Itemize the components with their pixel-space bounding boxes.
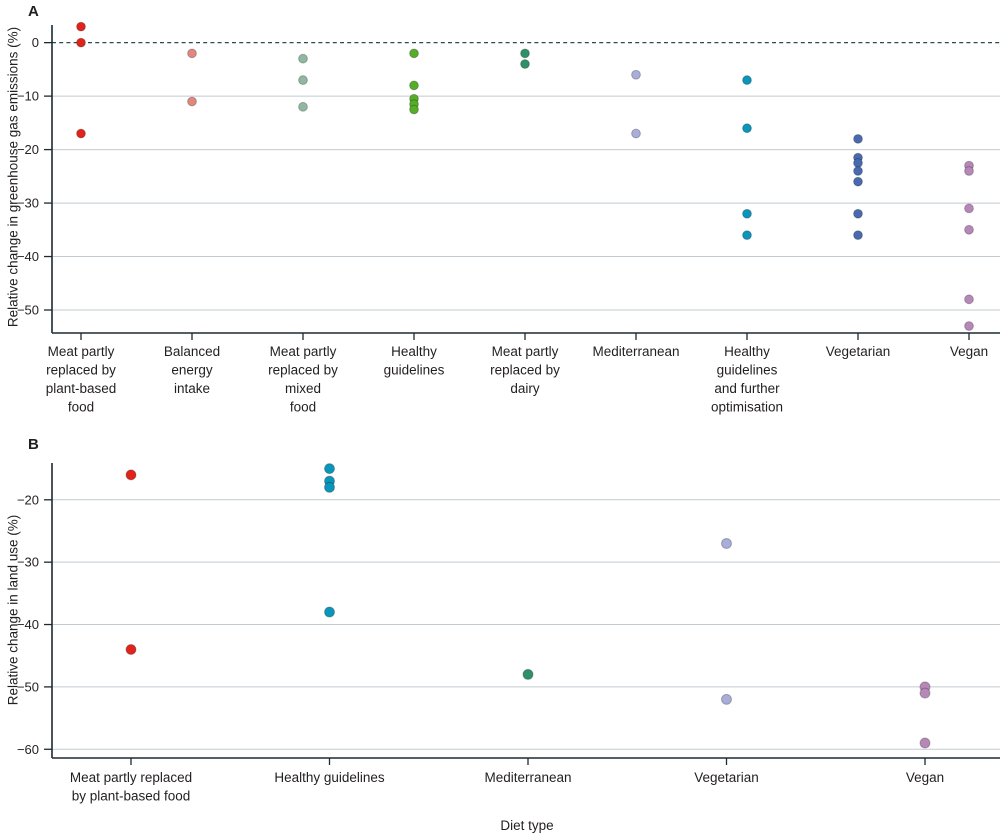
data-point [919,687,931,699]
category-label: Mediterranean [592,344,679,359]
category-label: by plant-based food [72,789,191,804]
data-point [324,481,335,493]
data-point [853,208,863,219]
data-point [964,224,974,235]
data-point [721,693,732,705]
category-label: replaced by [490,363,560,378]
category-label: Healthy guidelines [274,770,385,785]
y-tick-label: −30 [17,555,39,570]
category-label: plant-based [46,381,117,396]
y-tick-label: −10 [17,89,39,104]
y-tick-label: −40 [17,617,39,632]
data-point [76,128,86,139]
data-point [125,643,137,655]
category-label: Healthy [724,344,770,359]
y-tick-label: −50 [17,679,39,694]
data-point [298,75,308,85]
data-point [125,469,137,481]
category-label: Meat partly replaced [70,770,192,785]
category-label: Healthy [391,344,437,359]
category-label: Meat partly [270,344,337,359]
data-point [631,128,641,139]
panel-b-letter: B [28,436,39,453]
data-point [409,80,419,91]
category-label: food [68,400,94,415]
data-point [520,48,530,59]
y-tick-label: −30 [17,196,39,211]
y-tick-label: −20 [17,492,39,507]
data-point [742,123,752,134]
data-point [853,158,863,168]
data-point [76,37,86,48]
panel-a-letter: A [28,3,39,20]
category-label: guidelines [384,363,445,378]
category-label: Vegetarian [694,770,759,785]
data-point [964,203,974,214]
data-point [298,101,308,112]
data-point [853,133,863,144]
data-point [853,176,863,187]
data-point [742,75,752,85]
data-point [742,230,752,241]
data-point [742,208,752,219]
data-point [964,166,974,176]
category-label: Vegan [906,770,944,785]
category-label: Vegan [950,344,988,359]
x-axis-title: Diet type [500,818,554,833]
data-point [324,463,335,475]
data-point [522,668,534,680]
category-label: food [290,400,316,415]
category-label: Balanced [164,344,220,359]
category-label: and further [714,381,780,396]
data-point [298,53,308,64]
category-label: optimisation [711,400,783,415]
y-tick-label: −50 [17,303,39,318]
y-tick-label: 0 [32,35,39,50]
category-label: Vegetarian [826,344,891,359]
y-tick-label: −60 [17,742,39,757]
data-point [721,537,732,549]
category-label: Meat partly [492,344,559,359]
category-label: energy [171,363,213,378]
data-point [409,104,419,115]
data-point [919,737,931,749]
y-tick-label: −40 [17,249,39,264]
category-label: Meat partly [48,344,115,359]
data-point [964,294,974,305]
category-label: dairy [510,381,540,396]
y-tick-label: −20 [17,142,39,157]
category-label: intake [174,381,210,396]
category-label: replaced by [268,363,338,378]
data-point [187,48,197,59]
data-point [324,606,335,618]
data-point [520,59,530,69]
category-label: replaced by [46,363,116,378]
data-point [853,230,863,241]
category-label: guidelines [717,363,778,378]
data-point [76,21,86,32]
data-point [409,48,419,59]
category-label: Mediterranean [484,770,571,785]
data-point [631,69,641,80]
data-point [964,321,974,331]
data-point [853,166,863,176]
data-point [187,96,197,107]
category-label: mixed [285,381,321,396]
